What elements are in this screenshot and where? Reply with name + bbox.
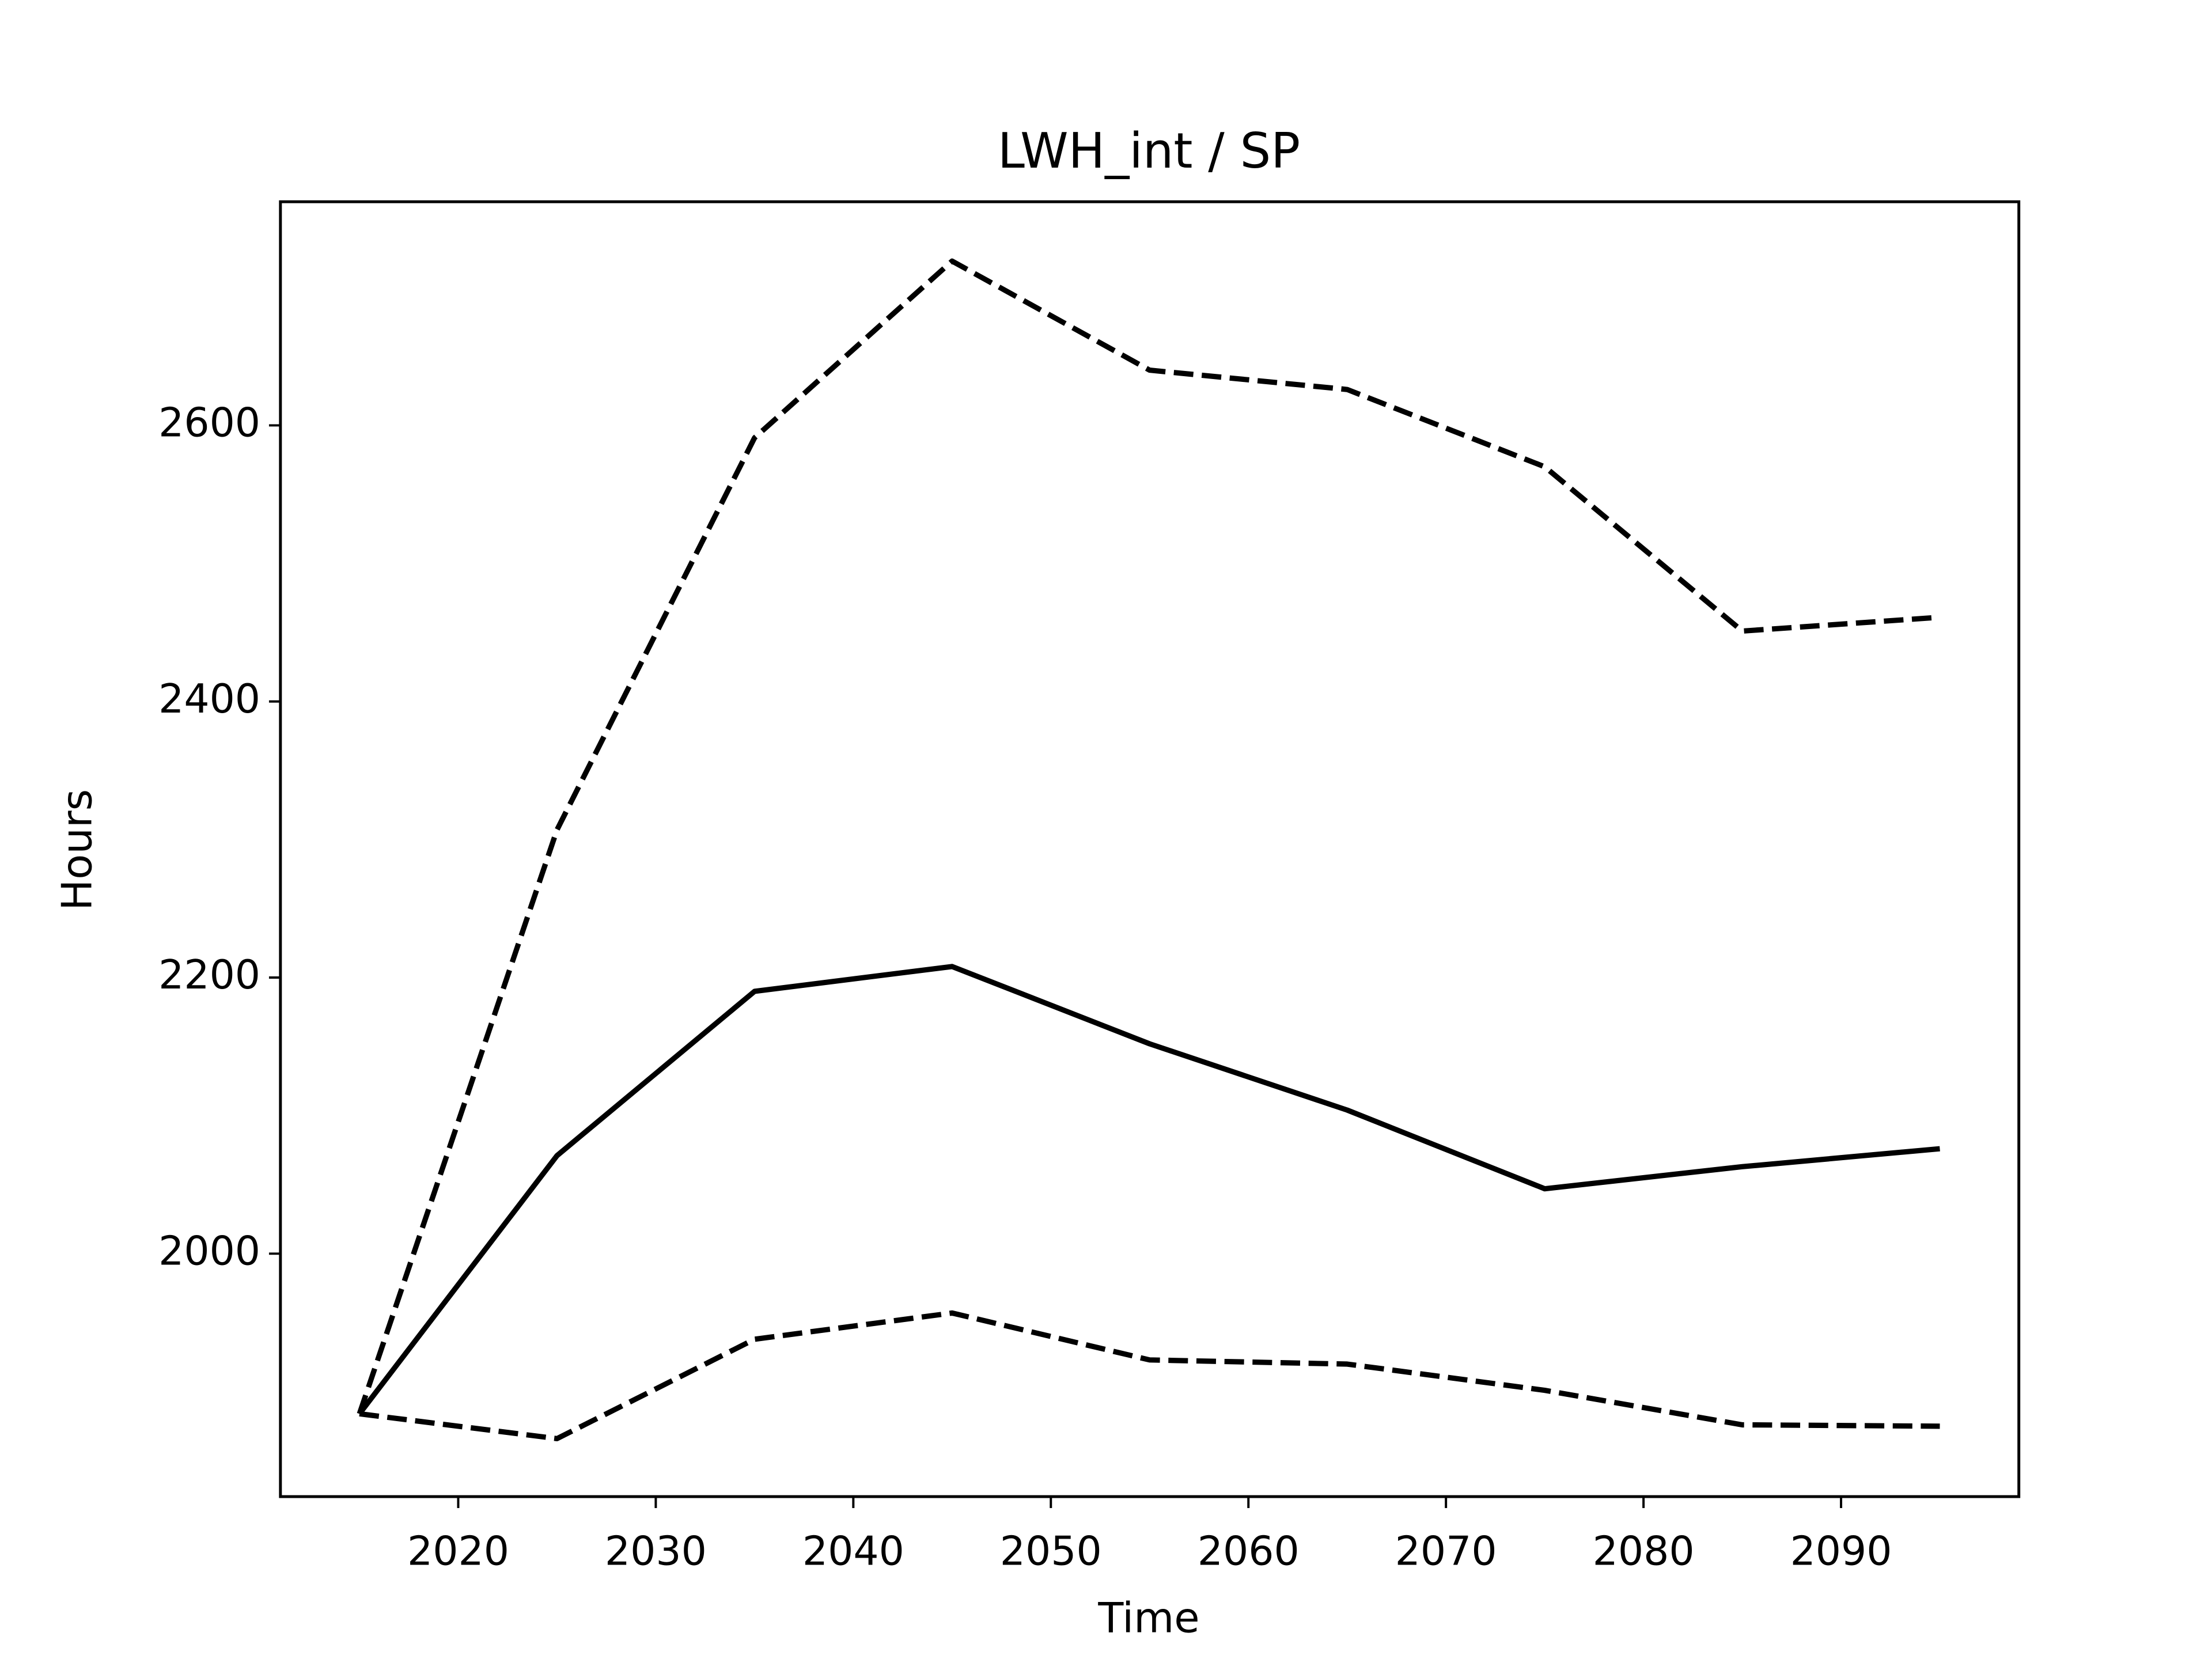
x-tick-label: 2030 (605, 1528, 707, 1574)
x-tick-label: 2070 (1395, 1528, 1497, 1574)
y-axis-label: Hours (53, 789, 101, 911)
x-tick-label: 2020 (407, 1528, 509, 1574)
data-line (357, 964, 1940, 1416)
y-tick-label: 2400 (158, 676, 260, 722)
data-line (359, 1310, 1940, 1442)
x-tick-label: 2040 (802, 1528, 904, 1574)
chart-title: LWH_int / SP (998, 123, 1300, 179)
y-tick-label: 2600 (158, 399, 260, 446)
y-tick-label: 2000 (158, 1228, 260, 1274)
data-line (357, 258, 1940, 1415)
y-tick-label: 2200 (158, 952, 260, 998)
x-axis-label: Time (1097, 1594, 1199, 1642)
x-tick-label: 2060 (1198, 1528, 1300, 1574)
x-tick-label: 2090 (1790, 1528, 1892, 1574)
x-tick-label: 2080 (1593, 1528, 1695, 1574)
x-tick-label: 2050 (1000, 1528, 1102, 1574)
plot-frame (279, 200, 2021, 1498)
